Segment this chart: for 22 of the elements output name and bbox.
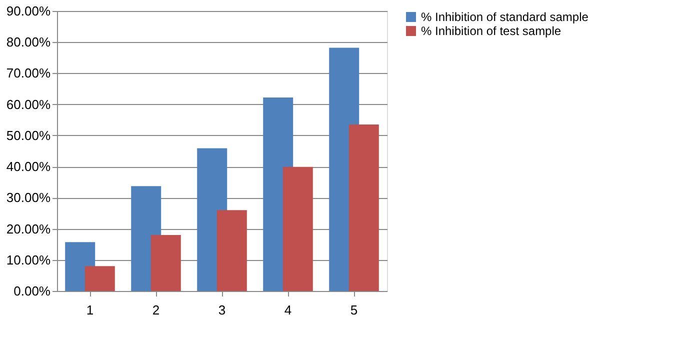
y-tick-label: 30.00% [6, 190, 51, 206]
bar [216, 210, 247, 291]
y-tick-label: 80.00% [6, 34, 51, 50]
x-tick-label: 3 [218, 302, 226, 318]
y-tick-label: 10.00% [6, 252, 51, 268]
x-tick-label: 2 [152, 302, 160, 318]
bar [150, 235, 181, 291]
y-tick-label: 60.00% [6, 96, 51, 112]
bar [348, 124, 379, 291]
bar [282, 166, 313, 291]
y-tick-label: 70.00% [6, 66, 51, 81]
y-tick-label: 90.00% [6, 4, 51, 18]
y-tick-label: 20.00% [6, 221, 51, 236]
x-tick-label: 5 [350, 302, 358, 318]
x-tick-label: 4 [284, 302, 292, 318]
y-tick-label: 50.00% [6, 128, 51, 143]
legend-label: % Inhibition of test sample [421, 24, 562, 38]
legend-label: % Inhibition of standard sample [421, 10, 589, 24]
y-tick-label: 40.00% [6, 159, 51, 174]
bar [84, 266, 115, 291]
x-tick-label: 1 [86, 302, 94, 318]
y-tick-label: 0.00% [14, 284, 51, 298]
